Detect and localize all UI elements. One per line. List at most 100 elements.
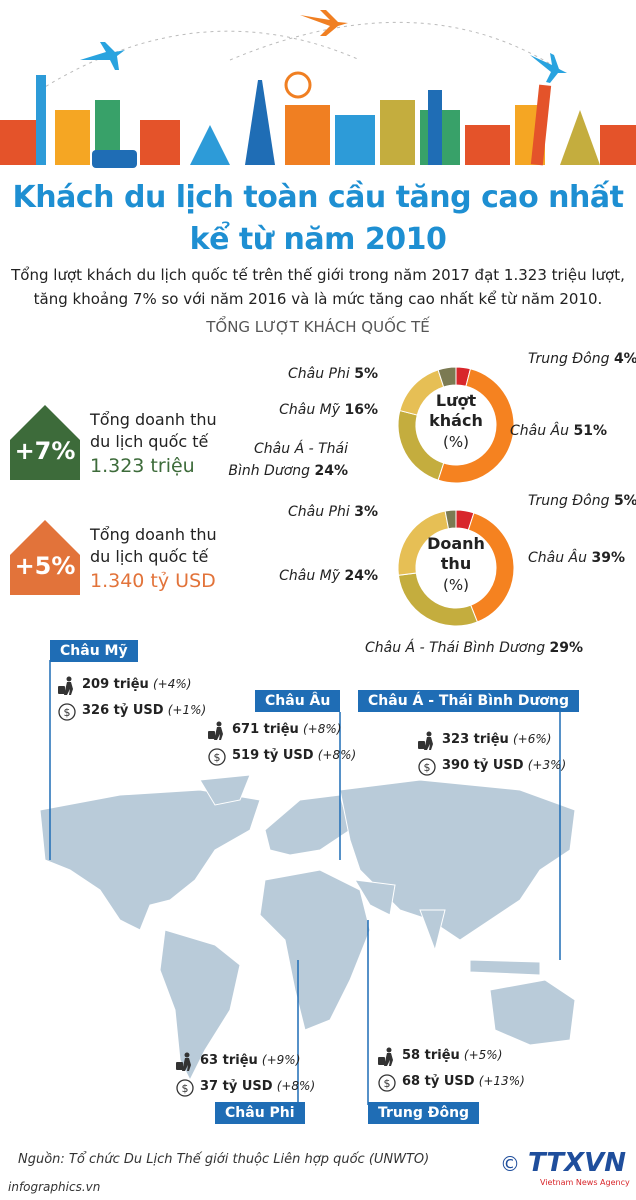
- donut-label: Châu Mỹ 24%: [279, 568, 378, 584]
- region-value: 58 triệu: [402, 1048, 460, 1063]
- segment-name: Châu Âu: [528, 550, 588, 566]
- logo-sub: Vietnam News Agency: [540, 1178, 630, 1187]
- region-stat: 58 triệu (+5%): [402, 1048, 502, 1063]
- donut-center: thu: [440, 554, 472, 573]
- region-value: 63 triệu: [200, 1053, 258, 1068]
- luggage-icon: [208, 731, 215, 739]
- intro: tăng khoảng 7% so với năm 2016 và là mức…: [33, 290, 603, 308]
- segment-name: Châu Á - Thái Bình Dương: [365, 640, 546, 656]
- traveler-icon: [386, 1047, 392, 1053]
- dollar-icon: $: [64, 706, 71, 719]
- skyline: [0, 10, 636, 168]
- donut-hole: [417, 529, 495, 607]
- segment-value: 16%: [344, 402, 378, 418]
- dollar-icon: $: [384, 1077, 391, 1090]
- traveler-icon: [426, 731, 432, 737]
- region-value: 68 tỷ USD: [402, 1074, 475, 1089]
- region-change: (+9%): [261, 1053, 301, 1067]
- traveler-icon: [216, 721, 222, 727]
- stat-badge: [10, 520, 80, 595]
- donut-label: Châu Âu 39%: [528, 550, 625, 566]
- segment-value: 5%: [354, 366, 378, 382]
- donut-center: Doanh: [427, 534, 485, 553]
- dollar-icon: [58, 703, 76, 721]
- stat-badge-text: +7%: [14, 437, 76, 465]
- region-name: Châu Á - Thái Bình Dương: [358, 690, 580, 712]
- dollar-icon: [208, 748, 226, 766]
- region-stat: 68 tỷ USD (+13%): [402, 1074, 525, 1089]
- donut-unit: (%): [443, 576, 469, 594]
- traveler-icon: [384, 1053, 393, 1066]
- traveler-icon: [64, 682, 73, 695]
- donut-hole: [417, 386, 495, 464]
- dollar-icon: $: [424, 761, 431, 774]
- region-name: Trung Đông: [368, 1102, 480, 1124]
- stat-badge: [10, 405, 80, 480]
- region-stat: 326 tỷ USD (+1%): [82, 703, 206, 718]
- intro: Tổng lượt khách du lịch quốc tế trên thế…: [11, 266, 625, 284]
- traveler-icon: [66, 676, 72, 682]
- region-stat: 519 tỷ USD (+8%): [232, 748, 356, 763]
- dollar-icon: [378, 1074, 396, 1092]
- luggage-icon: [378, 1057, 385, 1065]
- region-value: 390 tỷ USD: [442, 758, 524, 773]
- region-name: Châu Âu: [255, 690, 341, 712]
- stat-value: 1.340 tỷ USD: [90, 570, 216, 592]
- region-value: 671 triệu: [232, 722, 299, 737]
- traveler-icon: [182, 1058, 191, 1071]
- source: Nguồn: Tổ chức Du Lịch Thế giới thuộc Li…: [18, 1152, 430, 1167]
- segment-name: Châu Âu: [510, 423, 570, 439]
- region-change: (+4%): [152, 677, 192, 691]
- region-stat: 37 tỷ USD (+8%): [200, 1079, 315, 1094]
- donut-label: Châu Phi 3%: [288, 504, 378, 520]
- donut-label: Châu Mỹ 16%: [279, 402, 378, 418]
- donut-label: Trung Đông 4%: [528, 351, 636, 367]
- region-change: (+8%): [317, 748, 357, 762]
- region-name: Châu Mỹ: [50, 640, 138, 662]
- region-stat: 63 triệu (+9%): [200, 1053, 300, 1068]
- donut-label: Châu Á - Thái Bình Dương 29%: [365, 640, 583, 656]
- traveler-icon: [424, 737, 433, 750]
- region-stat: 390 tỷ USD (+3%): [442, 758, 566, 773]
- region-value: 519 tỷ USD: [232, 748, 314, 763]
- luggage-icon: [176, 1062, 183, 1070]
- stat-label: Tổng doanh thu: [90, 525, 217, 544]
- world-map: [39, 774, 576, 1082]
- donut-segment: [437, 366, 457, 388]
- region-pointers: [49, 660, 561, 1105]
- dollar-icon: [176, 1079, 194, 1097]
- luggage-icon: [58, 686, 65, 694]
- luggage-icon: [418, 741, 425, 749]
- stat-label: du lịch quốc tế: [90, 432, 209, 451]
- segment-value: 39%: [591, 550, 625, 566]
- donut-segment: [437, 368, 515, 484]
- region-change: (+8%): [276, 1079, 316, 1093]
- donut-label: Châu Âu 51%: [510, 423, 607, 439]
- stat-value: 1.323 triệu: [90, 455, 195, 477]
- region-change: (+8%): [302, 722, 342, 736]
- region-change: (+1%): [167, 703, 207, 717]
- donut-center: Lượt: [435, 391, 477, 410]
- region-value: 209 triệu: [82, 677, 149, 692]
- region-change: (+3%): [527, 758, 567, 772]
- region-name: Châu Phi: [215, 1102, 305, 1124]
- segment-name: Châu Phi: [288, 366, 350, 382]
- region-stat: 323 triệu (+6%): [442, 732, 551, 747]
- region-change: (+6%): [512, 732, 552, 746]
- segment-value: 3%: [354, 504, 378, 520]
- segment-name: Trung Đông: [528, 493, 610, 509]
- segment-value: 24%: [344, 568, 378, 584]
- site: infographics.vn: [8, 1180, 101, 1194]
- stat-label: du lịch quốc tế: [90, 547, 209, 566]
- donut-segment: [444, 509, 457, 530]
- segment-name: Châu Á - Thái Bình Dương: [228, 441, 348, 479]
- title: kể từ năm 2010: [189, 222, 447, 257]
- stat-badge-text: +5%: [14, 552, 76, 580]
- segment-value: 24%: [314, 463, 348, 479]
- segment-name: Châu Phi: [288, 504, 350, 520]
- region-stat: 671 triệu (+8%): [232, 722, 341, 737]
- logo: TTXVN: [528, 1148, 626, 1178]
- region-value: 37 tỷ USD: [200, 1079, 273, 1094]
